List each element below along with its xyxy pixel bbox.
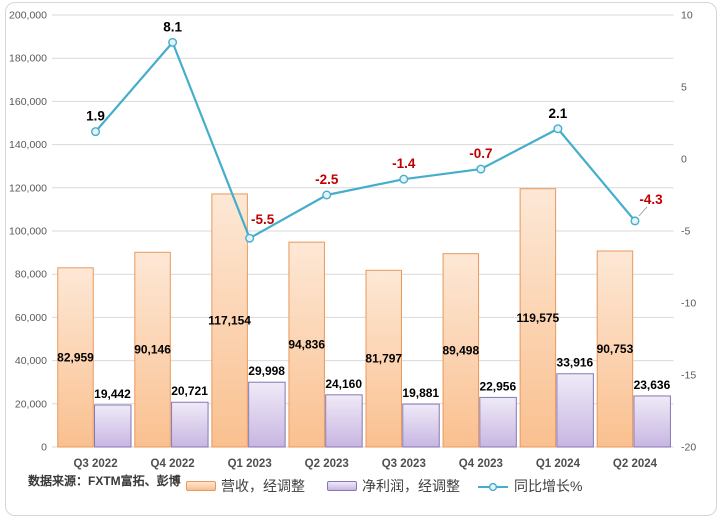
bar-revenue [288,241,325,448]
bar-profit [94,404,132,448]
bar-revenue [596,250,634,448]
bar-label-revenue: 81,797 [365,352,402,366]
growth-label: -2.5 [315,172,339,187]
growth-line-swatch-icon [477,480,509,492]
x-axis-category-label: Q2 2024 [613,458,658,470]
left-axis-tick-label: 40,000 [15,355,47,367]
legend-item-profit[interactable]: 净利润，经调整 [327,477,460,495]
growth-label: -5.5 [251,212,275,227]
bar-label-profit: 29,998 [248,364,285,378]
growth-label: 2.1 [549,106,568,121]
x-axis-category-label: Q2 2023 [305,458,349,470]
bar-revenue [57,267,94,448]
bar-label-revenue: 94,836 [288,338,325,352]
legend-label-profit: 净利润，经调整 [362,478,460,494]
growth-label: 8.1 [163,19,182,34]
legend-item-growth[interactable]: 同比增长% [477,477,582,495]
label-leader-line [638,206,648,217]
growth-label: -1.4 [392,156,416,171]
left-axis-tick-label: 80,000 [15,269,47,281]
bar-label-profit: 20,721 [171,384,208,398]
bar-label-profit: 24,160 [325,377,362,391]
bar-revenue [442,253,480,448]
profit-swatch-icon [327,481,357,491]
growth-marker [476,164,486,174]
right-axis-tick-label: 5 [681,82,687,94]
growth-marker [399,174,409,184]
left-axis-tick-label: 20,000 [15,398,47,410]
bar-label-revenue: 119,575 [517,311,560,325]
bar-revenue [519,188,557,448]
growth-marker [630,216,640,226]
bar-label-profit: 23,636 [634,378,671,392]
left-axis-tick-label: 100,000 [9,226,47,238]
bar-profit [248,381,286,448]
bar-revenue [134,251,171,448]
bar-label-profit: 33,916 [557,356,594,370]
bar-profit [171,401,209,448]
legend-label-revenue: 营收，经调整 [221,478,305,494]
growth-marker [91,127,101,137]
bar-label-profit: 22,956 [479,379,516,393]
left-axis-tick-label: 140,000 [9,139,47,151]
x-axis-category-label: Q3 2023 [382,458,426,470]
bar-label-revenue: 82,959 [57,350,94,364]
bar-label-revenue: 90,753 [597,342,634,356]
growth-marker [553,124,563,134]
growth-marker [245,233,255,243]
bar-label-revenue: 89,498 [442,343,479,357]
x-axis-category-label: Q4 2023 [459,458,503,470]
bar-label-revenue: 117,154 [208,313,251,327]
right-axis-tick-label: 10 [681,10,693,22]
left-axis-tick-label: 60,000 [15,312,47,324]
bar-profit [479,396,517,448]
legend-item-revenue[interactable]: 营收，经调整 [186,477,305,495]
left-axis-tick-label: 160,000 [9,96,47,108]
bar-profit [402,403,440,448]
right-axis-tick-label: -20 [681,442,696,454]
bar-revenue [365,269,402,448]
x-axis-category-label: Q1 2024 [536,458,581,470]
right-axis-tick-label: -15 [681,370,696,382]
legend-label-growth: 同比增长% [514,478,583,494]
bar-profit [325,394,363,448]
right-axis-tick-label: 0 [681,154,687,166]
left-axis-tick-label: 200,000 [9,10,47,22]
bar-revenue [211,193,248,448]
revenue-swatch-icon [186,481,216,491]
growth-label: -4.3 [639,192,663,207]
bar-profit [633,395,671,448]
growth-label: 1.9 [86,109,105,124]
source-note: 数据来源：FXTM富拓、彭博 [28,474,181,488]
left-axis-tick-label: 180,000 [9,53,47,65]
growth-label: -0.7 [469,146,492,161]
x-axis-category-label: Q1 2023 [228,458,272,470]
bar-profit [556,373,594,448]
growth-marker [322,190,332,200]
bar-label-profit: 19,881 [402,386,439,400]
growth-marker [168,37,178,47]
right-axis-tick-label: -10 [681,298,696,310]
bar-label-profit: 19,442 [94,387,131,401]
left-axis-tick-label: 120,000 [9,182,47,194]
right-axis-tick-label: -5 [681,226,690,238]
left-axis-tick-label: 0 [41,442,47,454]
x-axis-category-label: Q3 2022 [73,458,117,470]
bar-label-revenue: 90,146 [134,343,171,357]
growth-line [94,41,636,240]
x-axis-category-label: Q4 2022 [151,458,195,470]
